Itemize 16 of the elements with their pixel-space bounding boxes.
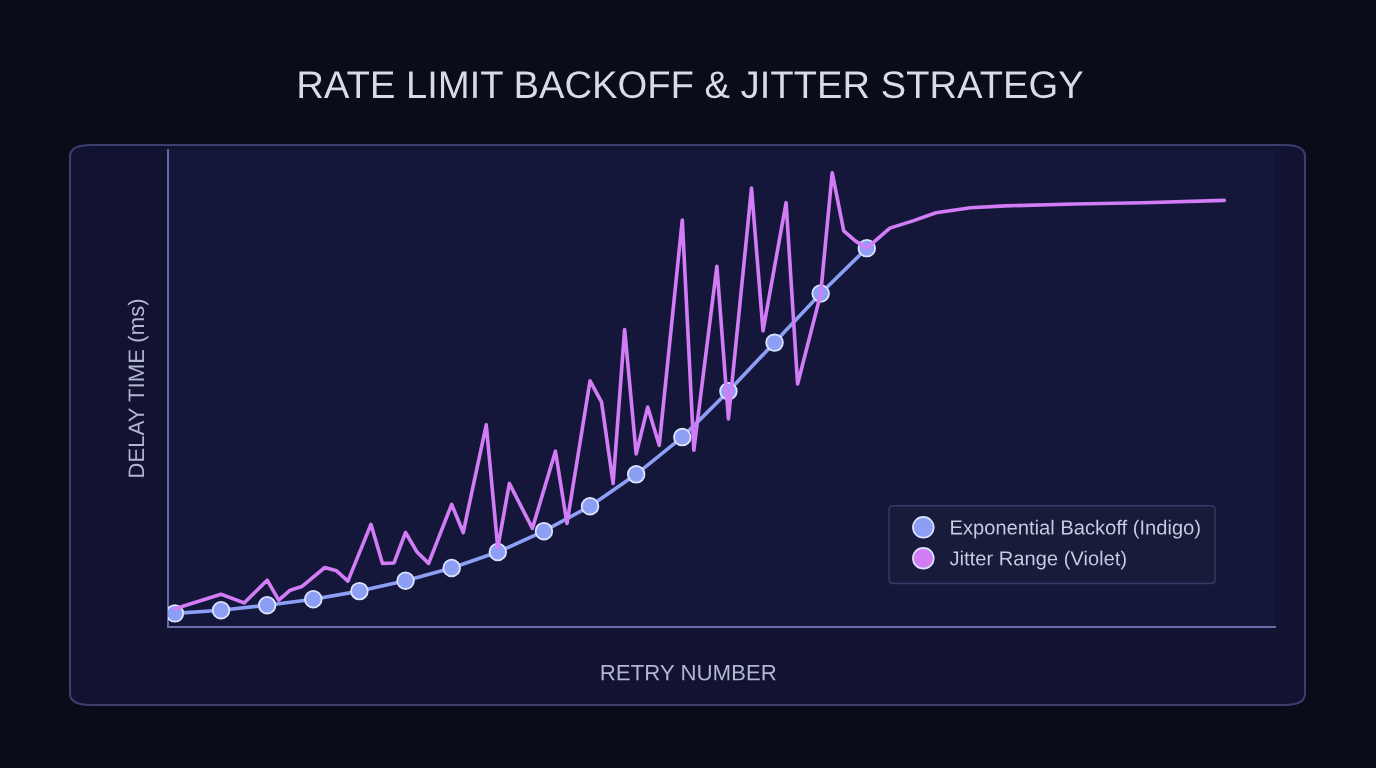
point <box>673 427 692 447</box>
point <box>304 590 323 609</box>
legend-label: Exponential Backoff (Indigo) <box>951 519 1200 539</box>
point <box>580 496 600 516</box>
point <box>442 558 461 578</box>
x-axis-title: RETRY NUMBER <box>601 665 776 681</box>
point <box>626 465 646 484</box>
point <box>211 600 231 620</box>
point <box>350 581 369 601</box>
y-axis-title: DELAY TIME (ms) <box>127 299 149 477</box>
legend-label: Jitter Range (Violet) <box>949 550 1126 570</box>
point <box>396 571 415 590</box>
point <box>765 333 784 352</box>
point <box>257 595 277 615</box>
chart-title: RATE LIMIT BACKOFF & JITTER STRATEGY <box>299 71 1083 99</box>
point <box>534 521 554 541</box>
